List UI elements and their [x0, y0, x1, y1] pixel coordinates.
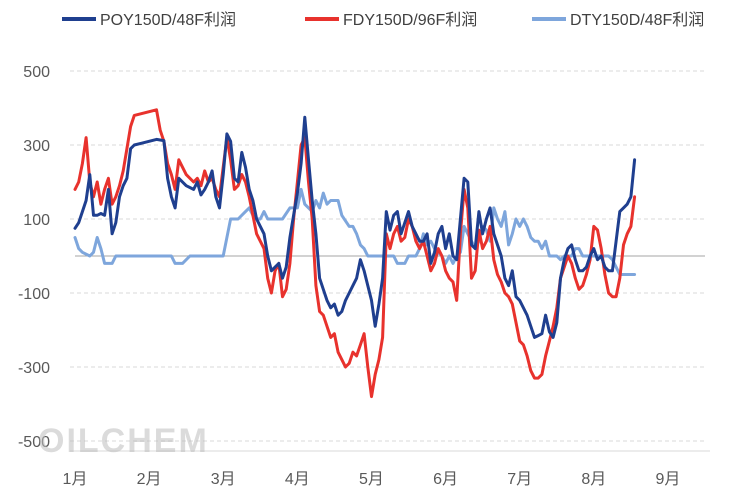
series-line-0: [73, 115, 637, 339]
x-tick-label: 5月: [359, 471, 384, 488]
x-tick-label: 7月: [507, 471, 532, 488]
x-tick-label: 2月: [137, 471, 162, 488]
x-axis: 1月 2月 3月 4月 5月 6月 7月 8月 9月: [63, 471, 681, 488]
series-line-1: [73, 108, 637, 399]
x-tick-label: 3月: [211, 471, 236, 488]
x-tick-label: 6月: [433, 471, 458, 488]
legend-label: POY150D/48F利润: [100, 11, 236, 29]
x-tick-label: 9月: [655, 471, 680, 488]
y-tick-label: -300: [18, 360, 50, 377]
x-tick-label: 1月: [63, 471, 88, 488]
legend-label: FDY150D/96F利润: [343, 11, 477, 29]
y-tick-label: 500: [23, 64, 50, 81]
plot-area: [73, 108, 637, 399]
watermark-logo: OILCHEM: [38, 422, 209, 460]
x-tick-label: 8月: [581, 471, 606, 488]
y-tick-label: -100: [18, 286, 50, 303]
series-line-2: [73, 187, 637, 276]
y-tick-label: -500: [18, 434, 50, 451]
x-tick-label: 4月: [285, 471, 310, 488]
y-tick-label: 300: [23, 138, 50, 155]
y-tick-label: 100: [23, 212, 50, 229]
legend-label: DTY150D/48F利润: [570, 11, 704, 29]
y-axis: 500 300 100 -100 -300 -500: [18, 64, 50, 451]
legend: POY150D/48F利润 FDY150D/96F利润 DTY150D/48F利润: [62, 11, 704, 29]
